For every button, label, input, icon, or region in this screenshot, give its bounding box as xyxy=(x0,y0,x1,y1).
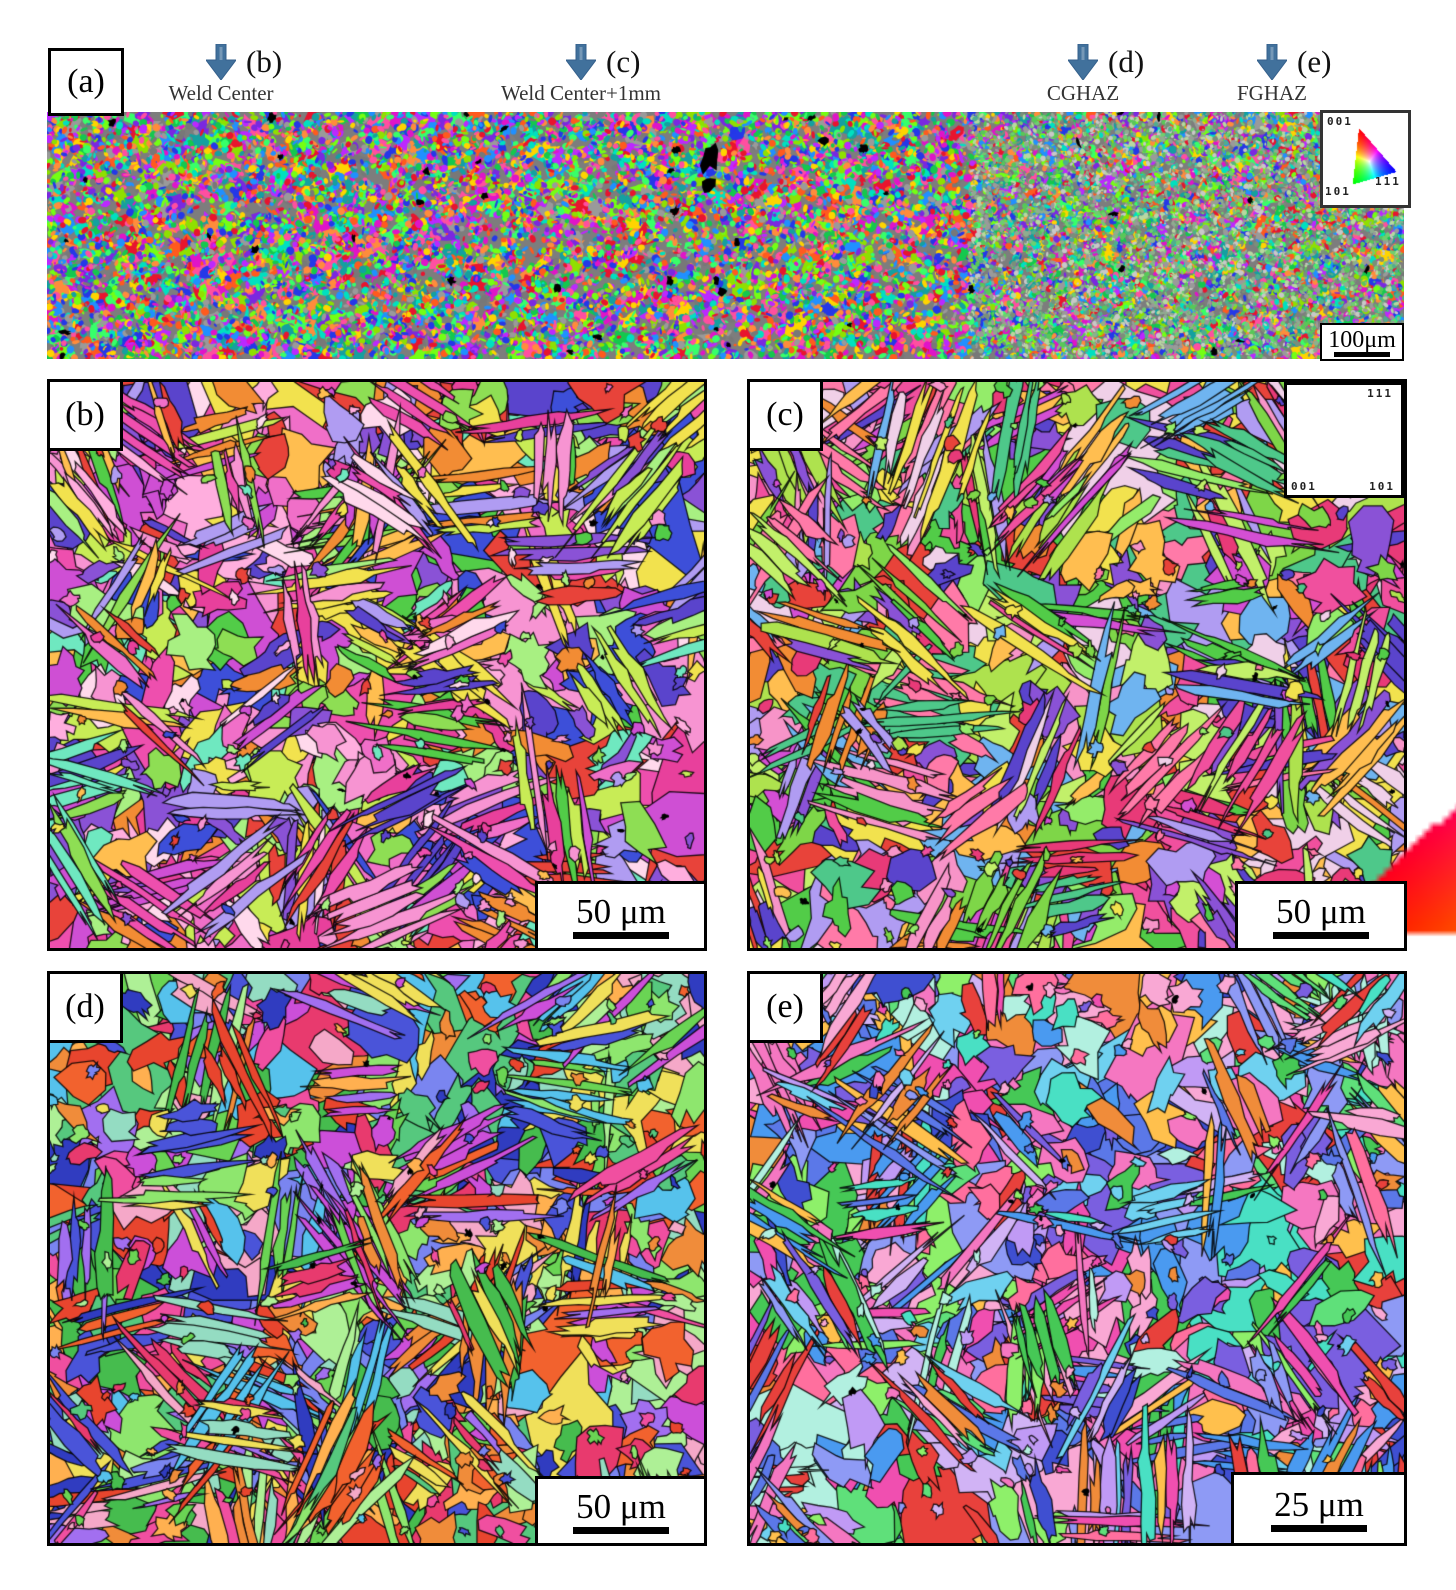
marker-label: (c) xyxy=(606,44,641,79)
panel-a-label: (a) xyxy=(67,63,105,100)
panel-e-micrograph xyxy=(750,974,1404,1543)
panel-e-scale-bar: 25 μm xyxy=(1231,1472,1407,1546)
panel-e-label-box: (e) xyxy=(747,971,823,1043)
scale-line xyxy=(1334,351,1390,357)
marker-caption: Weld Center+1mm xyxy=(500,81,662,105)
down-arrow-icon xyxy=(206,44,236,80)
scale-text: 50 μm xyxy=(1276,892,1366,931)
panel-b-label: (b) xyxy=(65,396,105,433)
scale-line xyxy=(1271,1525,1367,1532)
marker-weld-center-1mm: (c) Weld Center+1mm xyxy=(501,44,726,106)
marker-weld-center: (b) Weld Center xyxy=(168,44,311,106)
panel-c-label-box: (c) xyxy=(747,379,823,451)
scale-text: 50 μm xyxy=(576,892,666,931)
marker-caption: Weld Center xyxy=(168,81,274,105)
marker-caption: CGHAZ xyxy=(1046,81,1120,105)
ipf-label-101: 101 xyxy=(1369,480,1395,493)
scale-line xyxy=(573,1527,669,1534)
panel-a-scale-bar: 100μm xyxy=(1320,323,1404,361)
marker-label: (b) xyxy=(246,44,283,79)
panel-e-fghaz: (e) 25 μm xyxy=(747,971,1407,1546)
ipf-label-101: 101 xyxy=(1325,185,1351,198)
panel-c-ipf-key: 111 001 101 xyxy=(1284,382,1456,959)
panel-d-cghaz: (d) 50 μm xyxy=(47,971,707,1546)
down-arrow-icon xyxy=(1068,44,1098,80)
ipf-label-111: 111 xyxy=(1367,387,1393,400)
ipf-triangle xyxy=(1293,393,1456,959)
panel-c-weld-center-1mm: (c) 111 001 101 50 μm xyxy=(747,379,1456,959)
marker-fghaz: (e) FGHAZ xyxy=(1237,44,1331,106)
scale-text: 25 μm xyxy=(1274,1485,1364,1524)
marker-arrow-row: (d) xyxy=(1068,44,1144,80)
marker-label: (d) xyxy=(1108,44,1145,79)
panel-c-scale-bar: 50 μm xyxy=(1235,881,1407,951)
panel-b-label-box: (b) xyxy=(47,379,123,451)
marker-cghaz: (d) CGHAZ xyxy=(1047,44,1144,106)
panel-a-ebsd-strip xyxy=(47,112,1404,359)
marker-caption: FGHAZ xyxy=(1236,81,1308,105)
panel-b-scale-bar: 50 μm xyxy=(535,881,707,951)
panel-b-weld-center: (b) 50 μm xyxy=(47,379,707,951)
panel-d-micrograph xyxy=(50,974,704,1543)
marker-label: (e) xyxy=(1297,44,1332,79)
scale-line xyxy=(1273,932,1369,939)
marker-arrow-row: (b) xyxy=(206,44,282,80)
scale-text: 100μm xyxy=(1328,326,1396,353)
scale-text: 50 μm xyxy=(576,1487,666,1526)
ipf-triangle xyxy=(1329,123,1401,189)
ipf-label-111: 111 xyxy=(1375,175,1401,188)
panel-a-label-box: (a) xyxy=(48,48,124,116)
ipf-label-001: 001 xyxy=(1291,480,1317,493)
panel-d-label-box: (d) xyxy=(47,971,123,1043)
panel-a-ipf-key: 001 101 111 xyxy=(1320,110,1411,208)
panel-d-label: (d) xyxy=(65,988,105,1025)
panel-d-scale-bar: 50 μm xyxy=(535,1476,707,1546)
ipf-label-001: 001 xyxy=(1327,115,1353,128)
panel-a-micrograph xyxy=(47,112,1404,359)
down-arrow-icon xyxy=(1257,44,1287,80)
marker-arrow-row: (e) xyxy=(1257,44,1331,80)
marker-arrow-row: (c) xyxy=(566,44,640,80)
panel-b-micrograph xyxy=(50,382,704,948)
panel-c-label: (c) xyxy=(766,396,804,433)
panel-e-label: (e) xyxy=(766,988,804,1025)
scale-line xyxy=(573,932,669,939)
down-arrow-icon xyxy=(566,44,596,80)
